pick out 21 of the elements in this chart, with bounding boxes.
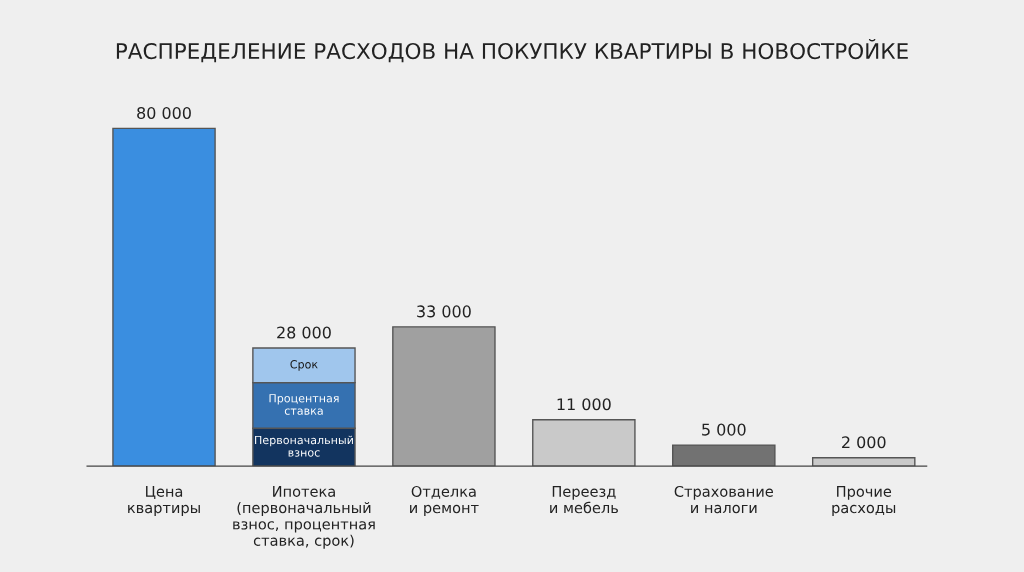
- data-label: 80 000: [137, 106, 191, 119]
- x-tick-label: Страхование и налоги: [674, 485, 773, 514]
- data-label: 5 000: [702, 423, 746, 436]
- data-label: 33 000: [417, 305, 471, 318]
- chart-title: РАСПРЕДЕЛЕНИЕ РАСХОДОВ НА ПОКУПКУ КВАРТИРЫ В НОВОСТРОЙКЕ: [116, 38, 908, 63]
- series-label: Процентная ставка: [269, 394, 339, 415]
- data-label: 11 000: [557, 398, 611, 411]
- data-label: 2 000: [842, 436, 886, 449]
- bar: [392, 326, 496, 467]
- bar: [532, 419, 636, 467]
- x-tick-label: Ипотека (первоначальный взнос, процентная ставка, срок): [233, 486, 375, 549]
- x-tick-label: Отделка и ремонт: [410, 485, 479, 517]
- x-tick-label: Прочие расходы: [832, 486, 896, 517]
- series-label: Первоначальный взнос: [255, 435, 353, 457]
- series-label: Срок: [290, 360, 318, 371]
- bar: [112, 127, 216, 467]
- x-tick-label: Цена квартиры: [128, 486, 200, 517]
- bar: [811, 457, 916, 467]
- total-label: 28 000: [277, 326, 331, 339]
- bar: [672, 444, 776, 467]
- x-tick-label: Переезд и мебель: [550, 486, 618, 514]
